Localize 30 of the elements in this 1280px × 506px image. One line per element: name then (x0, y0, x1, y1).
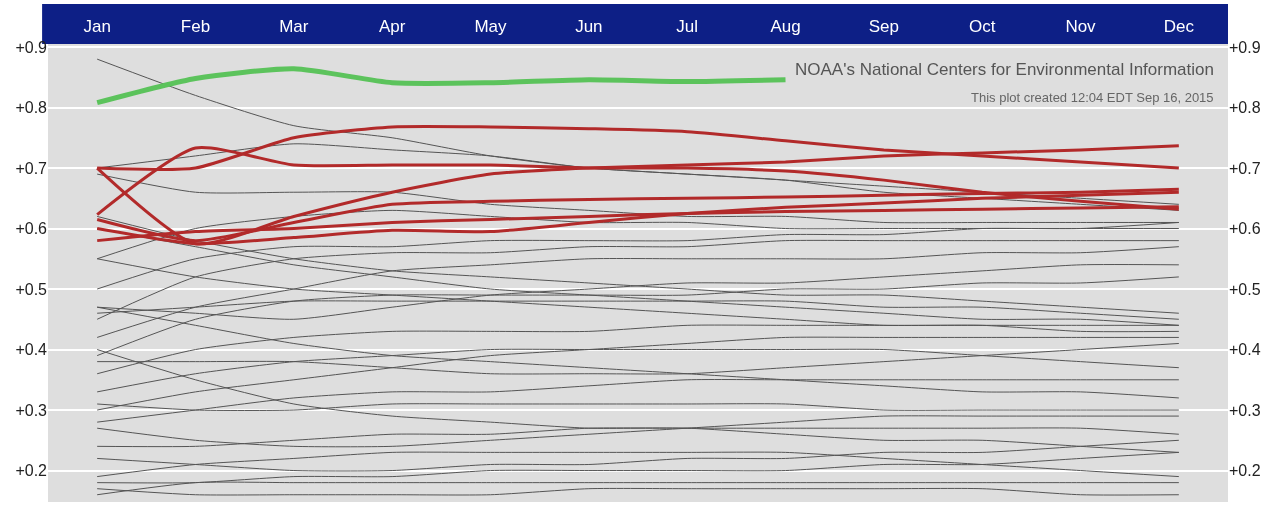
y2-tick-label: +0.6 (1229, 220, 1261, 238)
x-tick-label: Mar (279, 16, 309, 36)
y-tick-label: +0.3 (15, 401, 48, 419)
y2-tick-label: +0.2 (1229, 462, 1261, 480)
y-tick-label: +0.7 (15, 159, 48, 177)
x-tick-label: Oct (968, 16, 996, 36)
y2-tick-label: +0.8 (1229, 99, 1261, 117)
x-tick-label: Jul (676, 16, 699, 36)
x-tick-label: Feb (180, 16, 211, 36)
annotation: NOAA's National Centers for Environmental Information (795, 60, 1214, 79)
y-tick-label: +0.2 (15, 462, 48, 480)
x-tick-label: Nov (1065, 16, 1097, 36)
y2-tick-label: +0.7 (1229, 159, 1261, 177)
y2-tick-label: +0.4 (1229, 341, 1261, 359)
y-tick-label: +0.5 (15, 280, 48, 298)
x-tick-label: May (474, 16, 508, 36)
y2-tick-label: +0.9 (1229, 38, 1261, 56)
x-tick-label: Sep (868, 16, 899, 36)
y-tick-label: +0.8 (15, 99, 48, 117)
x-tick-label: Apr (378, 16, 406, 36)
y2-tick-label: +0.3 (1229, 401, 1261, 419)
y2-tick-label: +0.5 (1229, 280, 1261, 298)
x-tick-label: Jan (83, 16, 111, 36)
y-tick-label: +0.6 (15, 220, 48, 238)
y-tick-label: +0.4 (15, 341, 48, 359)
y-tick-label: +0.9 (15, 38, 48, 56)
annotation: This plot created 12:04 EDT Sep 16, 2015 (971, 90, 1214, 105)
x-tick-label: Dec (1163, 16, 1195, 36)
x-tick-label: Aug (770, 16, 801, 36)
x-tick-label: Jun (575, 16, 603, 36)
